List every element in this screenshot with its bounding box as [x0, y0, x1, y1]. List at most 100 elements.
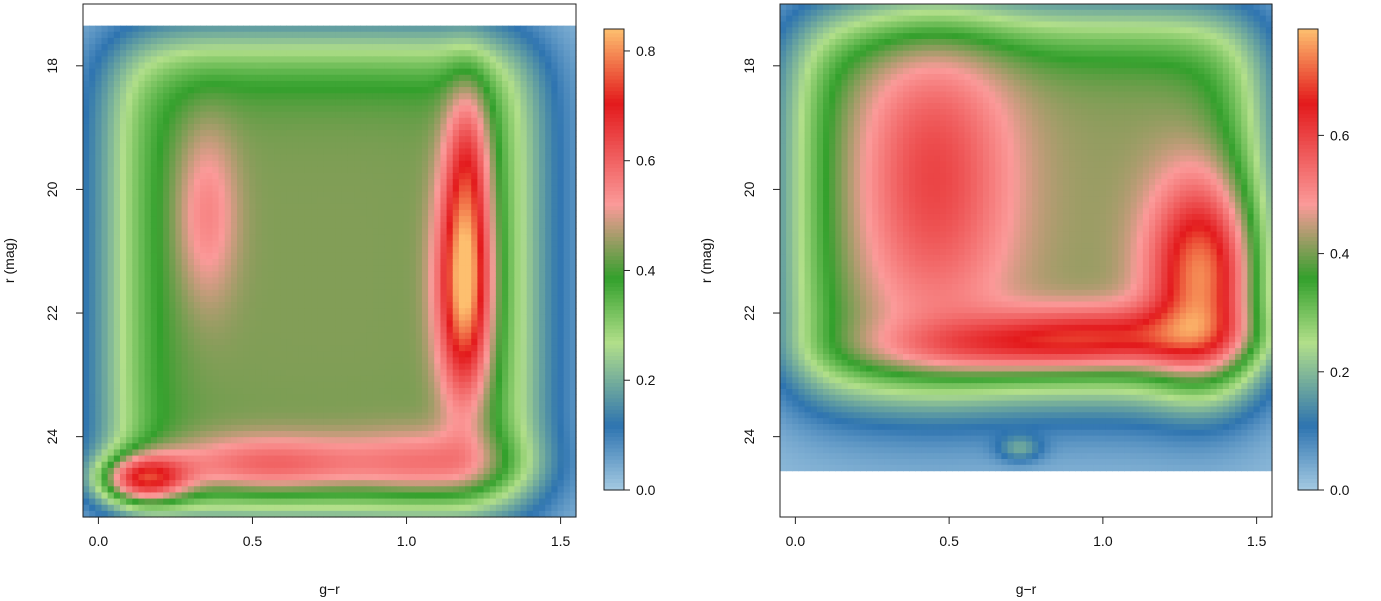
heatmap-cell	[126, 357, 133, 364]
heatmap-cell	[120, 296, 127, 303]
heatmap-cell	[397, 277, 404, 284]
heatmap-cell	[342, 124, 349, 131]
heatmap-cell	[373, 191, 380, 198]
heatmap-cell	[268, 499, 275, 506]
heatmap-cell	[83, 105, 90, 112]
heatmap-cell	[286, 302, 293, 309]
heatmap-cell	[231, 505, 238, 512]
heatmap-cell	[447, 333, 454, 340]
heatmap-cell	[262, 320, 269, 327]
heatmap-cell	[465, 118, 472, 125]
heatmap-cell	[330, 333, 337, 340]
heatmap-cell	[459, 382, 466, 389]
heatmap-cell	[120, 216, 127, 223]
heatmap-cell	[212, 345, 219, 352]
heatmap-cell	[293, 333, 300, 340]
heatmap-cell	[108, 339, 115, 346]
heatmap-cell	[188, 253, 195, 260]
heatmap-cell	[145, 124, 152, 131]
heatmap-cell	[403, 247, 410, 254]
heatmap-cell	[428, 247, 435, 254]
heatmap-cell	[120, 50, 127, 57]
heatmap-cell	[311, 474, 318, 481]
heatmap-cell	[391, 296, 398, 303]
heatmap-cell	[373, 382, 380, 389]
heatmap-cell	[366, 247, 373, 254]
heatmap-cell	[305, 351, 312, 358]
heatmap-cell	[212, 87, 219, 94]
heatmap-cell	[280, 413, 287, 420]
heatmap-cell	[138, 155, 145, 162]
heatmap-cell	[169, 327, 176, 334]
heatmap-cell	[212, 81, 219, 88]
heatmap-cell	[336, 179, 343, 186]
heatmap-cell	[447, 462, 454, 469]
heatmap-cell	[132, 413, 139, 420]
heatmap-cell	[225, 136, 232, 143]
heatmap-cell	[243, 456, 250, 463]
heatmap-cell	[311, 130, 318, 137]
heatmap-cell	[280, 320, 287, 327]
heatmap-cell	[206, 308, 213, 315]
heatmap-cell	[286, 296, 293, 303]
heatmap-cell	[231, 431, 238, 438]
heatmap-cell	[440, 431, 447, 438]
heatmap-cell	[108, 499, 115, 506]
heatmap-cell	[132, 75, 139, 82]
heatmap-cell	[83, 357, 90, 364]
heatmap-cell	[163, 345, 170, 352]
heatmap-cell	[268, 480, 275, 487]
heatmap-cell	[132, 173, 139, 180]
heatmap-cell	[428, 284, 435, 291]
heatmap-cell	[114, 222, 121, 229]
heatmap-cell	[459, 437, 466, 444]
heatmap-cell	[101, 118, 108, 125]
heatmap-cell	[410, 388, 417, 395]
heatmap-cell	[138, 142, 145, 149]
heatmap-cell	[299, 480, 306, 487]
heatmap-cell	[163, 320, 170, 327]
heatmap-cell	[169, 406, 176, 413]
heatmap-cell	[336, 468, 343, 475]
heatmap-cell	[403, 75, 410, 82]
heatmap-cell	[268, 167, 275, 174]
heatmap-cell	[336, 259, 343, 266]
heatmap-cell	[132, 388, 139, 395]
heatmap-cell	[138, 259, 145, 266]
heatmap-cell	[348, 32, 355, 39]
heatmap-cell	[391, 118, 398, 125]
heatmap-cell	[175, 308, 182, 315]
heatmap-cell	[422, 425, 429, 432]
heatmap-cell	[194, 474, 201, 481]
heatmap-cell	[330, 351, 337, 358]
heatmap-cell	[317, 130, 324, 137]
heatmap-cell	[410, 179, 417, 186]
heatmap-cell	[169, 400, 176, 407]
heatmap-cell	[416, 486, 423, 493]
heatmap-cell	[336, 69, 343, 76]
heatmap-cell	[428, 376, 435, 383]
heatmap-cell	[231, 419, 238, 426]
heatmap-cell	[151, 222, 158, 229]
heatmap-cell	[379, 363, 386, 370]
heatmap-cell	[416, 308, 423, 315]
heatmap-cell	[348, 480, 355, 487]
heatmap-cell	[157, 69, 164, 76]
heatmap-cell	[410, 327, 417, 334]
heatmap-cell	[428, 400, 435, 407]
heatmap-cell	[163, 191, 170, 198]
heatmap-cell	[286, 376, 293, 383]
heatmap-cell	[188, 492, 195, 499]
heatmap-cell	[169, 431, 176, 438]
heatmap-cell	[206, 228, 213, 235]
heatmap-cell	[311, 99, 318, 106]
heatmap-cell	[428, 259, 435, 266]
heatmap-cell	[397, 320, 404, 327]
heatmap-cell	[286, 370, 293, 377]
heatmap-cell	[262, 38, 269, 45]
heatmap-cell	[256, 314, 263, 321]
heatmap-cell	[200, 155, 207, 162]
heatmap-cell	[397, 333, 404, 340]
heatmap-cell	[132, 62, 139, 69]
heatmap-cell	[403, 284, 410, 291]
